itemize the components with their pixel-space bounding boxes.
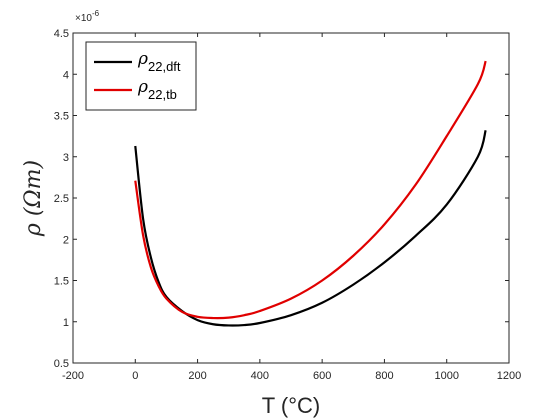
x-tick-label: 1200 [497, 370, 521, 382]
series-layer [134, 60, 487, 327]
x-tick-label: 0 [132, 370, 138, 382]
y-axis-label: ρ (Ωm) [21, 160, 46, 237]
y-tick-label: 3.5 [54, 111, 69, 123]
y-tick-label: 4 [63, 69, 69, 81]
x-tick-label: 600 [313, 370, 331, 382]
legend: ρ22,dft ρ22,tb [85, 41, 197, 111]
series-line-dft [134, 130, 487, 327]
x-axis-label: T (°C) [262, 393, 321, 418]
y-tick-label: 4.5 [54, 28, 69, 40]
y-tick-label: 1 [63, 317, 69, 329]
y-tick-label: 2.5 [54, 193, 69, 205]
y-tick-label: 3 [63, 152, 69, 164]
series-line-tb [134, 60, 487, 320]
y-tick-label: 2 [63, 234, 69, 246]
y-exponent-label: ×10-6 [75, 9, 100, 24]
x-tick-label: -200 [62, 370, 84, 382]
x-tick-label: 200 [188, 370, 206, 382]
y-tick-label: 1.5 [54, 276, 69, 288]
x-tick-label: 800 [375, 370, 393, 382]
legend-box [85, 41, 197, 111]
legend-entry-label: ρ22,dft [137, 49, 181, 74]
x-tick-label: 400 [251, 370, 269, 382]
x-tick-label: 1000 [434, 370, 458, 382]
axes [72, 32, 510, 364]
y-tick-label: 0.5 [54, 358, 69, 370]
tick-labels: -200 0 200 400 600 800 1000 1200 0.5 1 1.5 2 2.5 3 3.5… [54, 28, 522, 382]
legend-entry-label: ρ22,tb [137, 77, 177, 102]
